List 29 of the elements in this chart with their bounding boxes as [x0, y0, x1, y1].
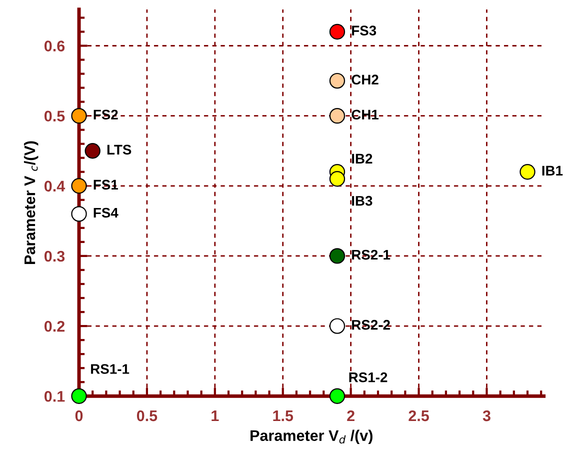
annotation: FS2	[94, 110, 118, 120]
annotation: IB3	[352, 196, 372, 206]
y-tick-label: 0.2	[44, 320, 65, 332]
annotation: RS2-2	[352, 320, 390, 330]
annotation: CH2	[352, 74, 378, 85]
x-tick-label: 2.5	[408, 410, 429, 422]
annotation: IB1	[542, 166, 563, 176]
y-tick-label: 0.6	[44, 40, 65, 52]
y-tick-label: 0.3	[44, 250, 65, 262]
x-tick-label: 2	[347, 410, 354, 422]
x-tick-label: 0.5	[136, 410, 158, 422]
annotation: FS3	[352, 26, 376, 36]
annotation: RS1-1	[91, 364, 130, 374]
x-tick-label: 1	[212, 410, 219, 422]
annotation: RS1-2	[349, 372, 388, 382]
x-tick-label: 1.5	[273, 410, 294, 422]
y-tick-label: 0.4	[44, 180, 66, 192]
x-tick-label: 3	[482, 410, 490, 422]
x-axis-title: Parameter V$_{d}$ /(v)	[250, 430, 372, 444]
x-tick-label: 0	[75, 410, 83, 422]
annotation: RS2-1	[352, 250, 390, 260]
annotation: FS1	[94, 180, 118, 190]
annotation: LTS	[107, 144, 132, 155]
annotation: CH1	[352, 110, 379, 120]
y-tick-label: 0.1	[44, 390, 65, 402]
y-axis-title: Parameter V $_{c}$/(V)	[24, 141, 38, 264]
annotation: FS4	[94, 208, 118, 218]
annotation: IB2	[352, 154, 372, 164]
y-tick-label: 0.5	[44, 110, 65, 122]
